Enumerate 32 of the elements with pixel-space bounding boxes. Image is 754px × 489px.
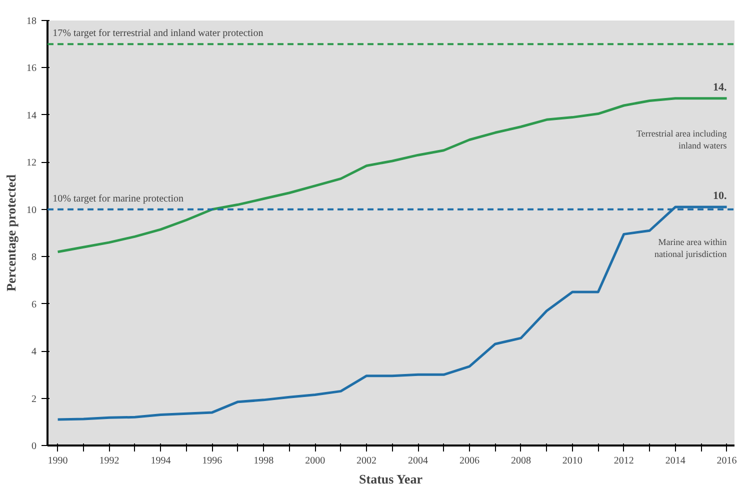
x-tick-label: 2004 <box>408 456 428 466</box>
x-tick-label: 2000 <box>305 456 326 466</box>
x-tick-label: 1990 <box>48 456 68 466</box>
x-axis-title: Status Year <box>359 472 423 486</box>
x-tick-label: 2012 <box>614 456 634 466</box>
y-tick-label: 16 <box>26 63 36 74</box>
x-tick-label: 2010 <box>562 456 582 466</box>
y-tick-label: 18 <box>26 16 36 27</box>
x-tick-label: 1992 <box>99 456 120 466</box>
y-tick-label: 4 <box>32 346 36 358</box>
y-tick-label: 6 <box>32 299 36 310</box>
x-tick-label: 2016 <box>716 456 737 466</box>
x-tick-label: 1994 <box>150 456 171 466</box>
text: Terrestrial area including inland waters <box>636 128 728 150</box>
x-tick-label: 2008 <box>510 456 531 466</box>
y-tick-label: 8 <box>32 252 36 264</box>
y-tick-label: 14 <box>26 110 36 122</box>
x-tick-label: 1996 <box>202 456 222 466</box>
y-tick-label: 12 <box>26 158 36 169</box>
series-label: Marine area within national jurisdiction <box>654 237 728 260</box>
ref-line-label: 17% target for terrestrial and inland water protection <box>52 28 264 40</box>
y-tick-label: 0 <box>32 441 36 452</box>
y-tick-label: 2 <box>32 394 36 405</box>
y-tick-label: 10 <box>26 204 36 216</box>
y-axis-title: Percentage protected <box>4 174 18 292</box>
annotation: 10. <box>713 190 728 202</box>
ref-line-label: 10% target for marine protection <box>52 193 184 204</box>
x-tick-label: 2006 <box>459 456 480 466</box>
x-tick-label: 2002 <box>356 456 377 466</box>
annotation: 14. <box>713 81 728 94</box>
x-tick-label: 1998 <box>254 456 274 466</box>
x-tick-label: 2014 <box>665 456 686 466</box>
